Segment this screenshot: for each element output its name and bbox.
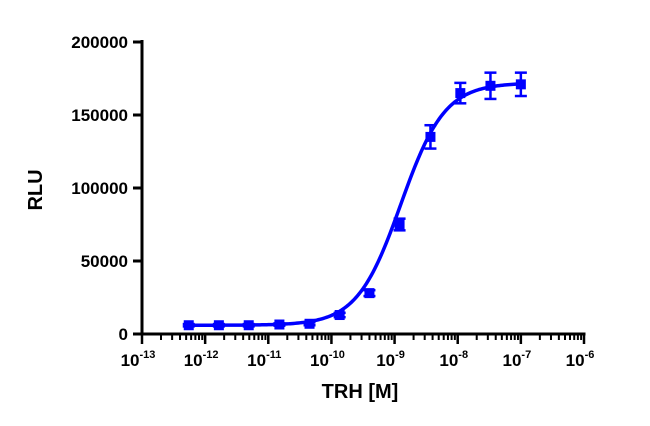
y-tick-label: 200000 bbox=[71, 33, 128, 52]
y-tick-label: 50000 bbox=[81, 252, 128, 271]
data-marker bbox=[455, 88, 466, 99]
data-marker bbox=[485, 80, 496, 91]
data-points bbox=[182, 71, 527, 331]
data-marker bbox=[183, 320, 194, 331]
y-axis-label: RLU bbox=[25, 169, 47, 210]
x-tick-label: 10-7 bbox=[503, 349, 532, 370]
data-point bbox=[303, 318, 316, 329]
data-marker bbox=[304, 318, 315, 329]
x-tick-label: 10-10 bbox=[310, 349, 345, 370]
fit-curve-layer bbox=[188, 82, 521, 327]
data-point bbox=[242, 320, 255, 331]
x-tick-label: 10-12 bbox=[184, 349, 219, 370]
data-marker bbox=[213, 320, 224, 331]
data-point bbox=[393, 217, 406, 232]
x-tick-label: 10-9 bbox=[376, 349, 405, 370]
data-marker bbox=[364, 288, 375, 299]
fit-curve bbox=[188, 82, 521, 327]
data-point bbox=[514, 71, 527, 98]
data-point bbox=[424, 123, 437, 150]
y-tick-label: 150000 bbox=[71, 106, 128, 125]
data-marker bbox=[425, 131, 436, 142]
y-axis-ticks: 0 50000 100000 150000 200000 bbox=[71, 33, 142, 344]
data-marker bbox=[334, 310, 345, 321]
data-marker bbox=[394, 219, 405, 230]
x-tick-label: 10-8 bbox=[439, 349, 468, 370]
data-point bbox=[363, 288, 376, 299]
x-axis-ticks: 10-13 10-12 10-11 10-10 10-9 10-8 10-7 10-6 bbox=[121, 334, 595, 370]
data-point bbox=[333, 310, 346, 321]
data-point bbox=[454, 81, 467, 105]
data-point bbox=[212, 320, 225, 331]
y-tick-label: 0 bbox=[119, 325, 128, 344]
data-marker bbox=[274, 319, 285, 330]
x-axis-label: TRH [M] bbox=[322, 381, 399, 403]
x-tick-label: 10-11 bbox=[247, 349, 281, 370]
data-point bbox=[273, 319, 286, 330]
data-point bbox=[484, 71, 497, 101]
data-marker bbox=[243, 320, 254, 331]
x-tick-label: 10-6 bbox=[566, 349, 595, 370]
data-point bbox=[182, 320, 195, 331]
y-tick-label: 100000 bbox=[71, 179, 128, 198]
data-marker bbox=[515, 79, 526, 90]
x-tick-label: 10-13 bbox=[121, 349, 156, 370]
